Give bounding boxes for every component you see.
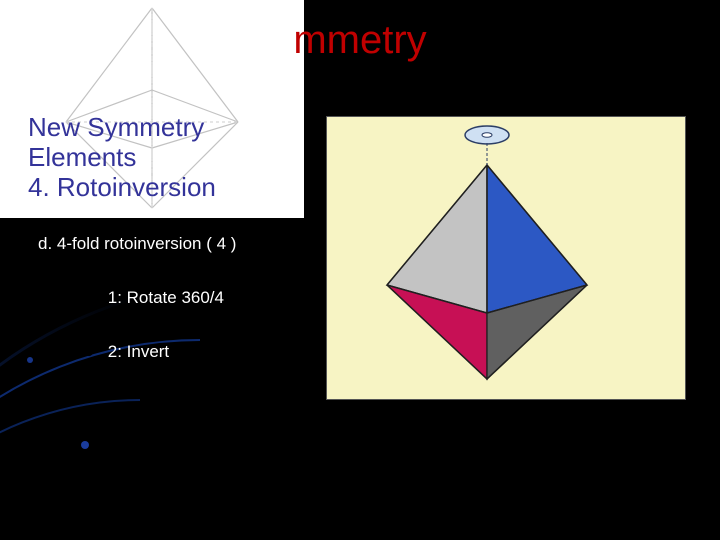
subtitle-line-2: Elements: [28, 142, 216, 172]
octahedron-diagram: [327, 117, 687, 401]
slide-title: mmetry: [0, 18, 720, 63]
step-1: 1: Rotate 360/4: [85, 288, 224, 308]
step-2: 2: Invert: [85, 342, 169, 362]
subtitle-block: New Symmetry Elements 4. Rotoinversion: [28, 112, 216, 202]
bullet-icon: [85, 294, 93, 302]
step-2-label: 2: Invert: [108, 342, 169, 361]
subtitle-line-1: New Symmetry: [28, 112, 216, 142]
background-arcs: [0, 220, 320, 540]
fourbar-symbol-icon: [465, 126, 509, 144]
subtitle-line-3: 4. Rotoinversion: [28, 172, 216, 202]
bullet-icon: [85, 348, 93, 356]
bar-over-four: [233, 218, 246, 221]
step-1-label: 1: Rotate 360/4: [108, 288, 224, 307]
diagram-panel: [326, 116, 686, 400]
sub-d-line: d. 4-fold rotoinversion ( 4 ): [38, 234, 236, 254]
